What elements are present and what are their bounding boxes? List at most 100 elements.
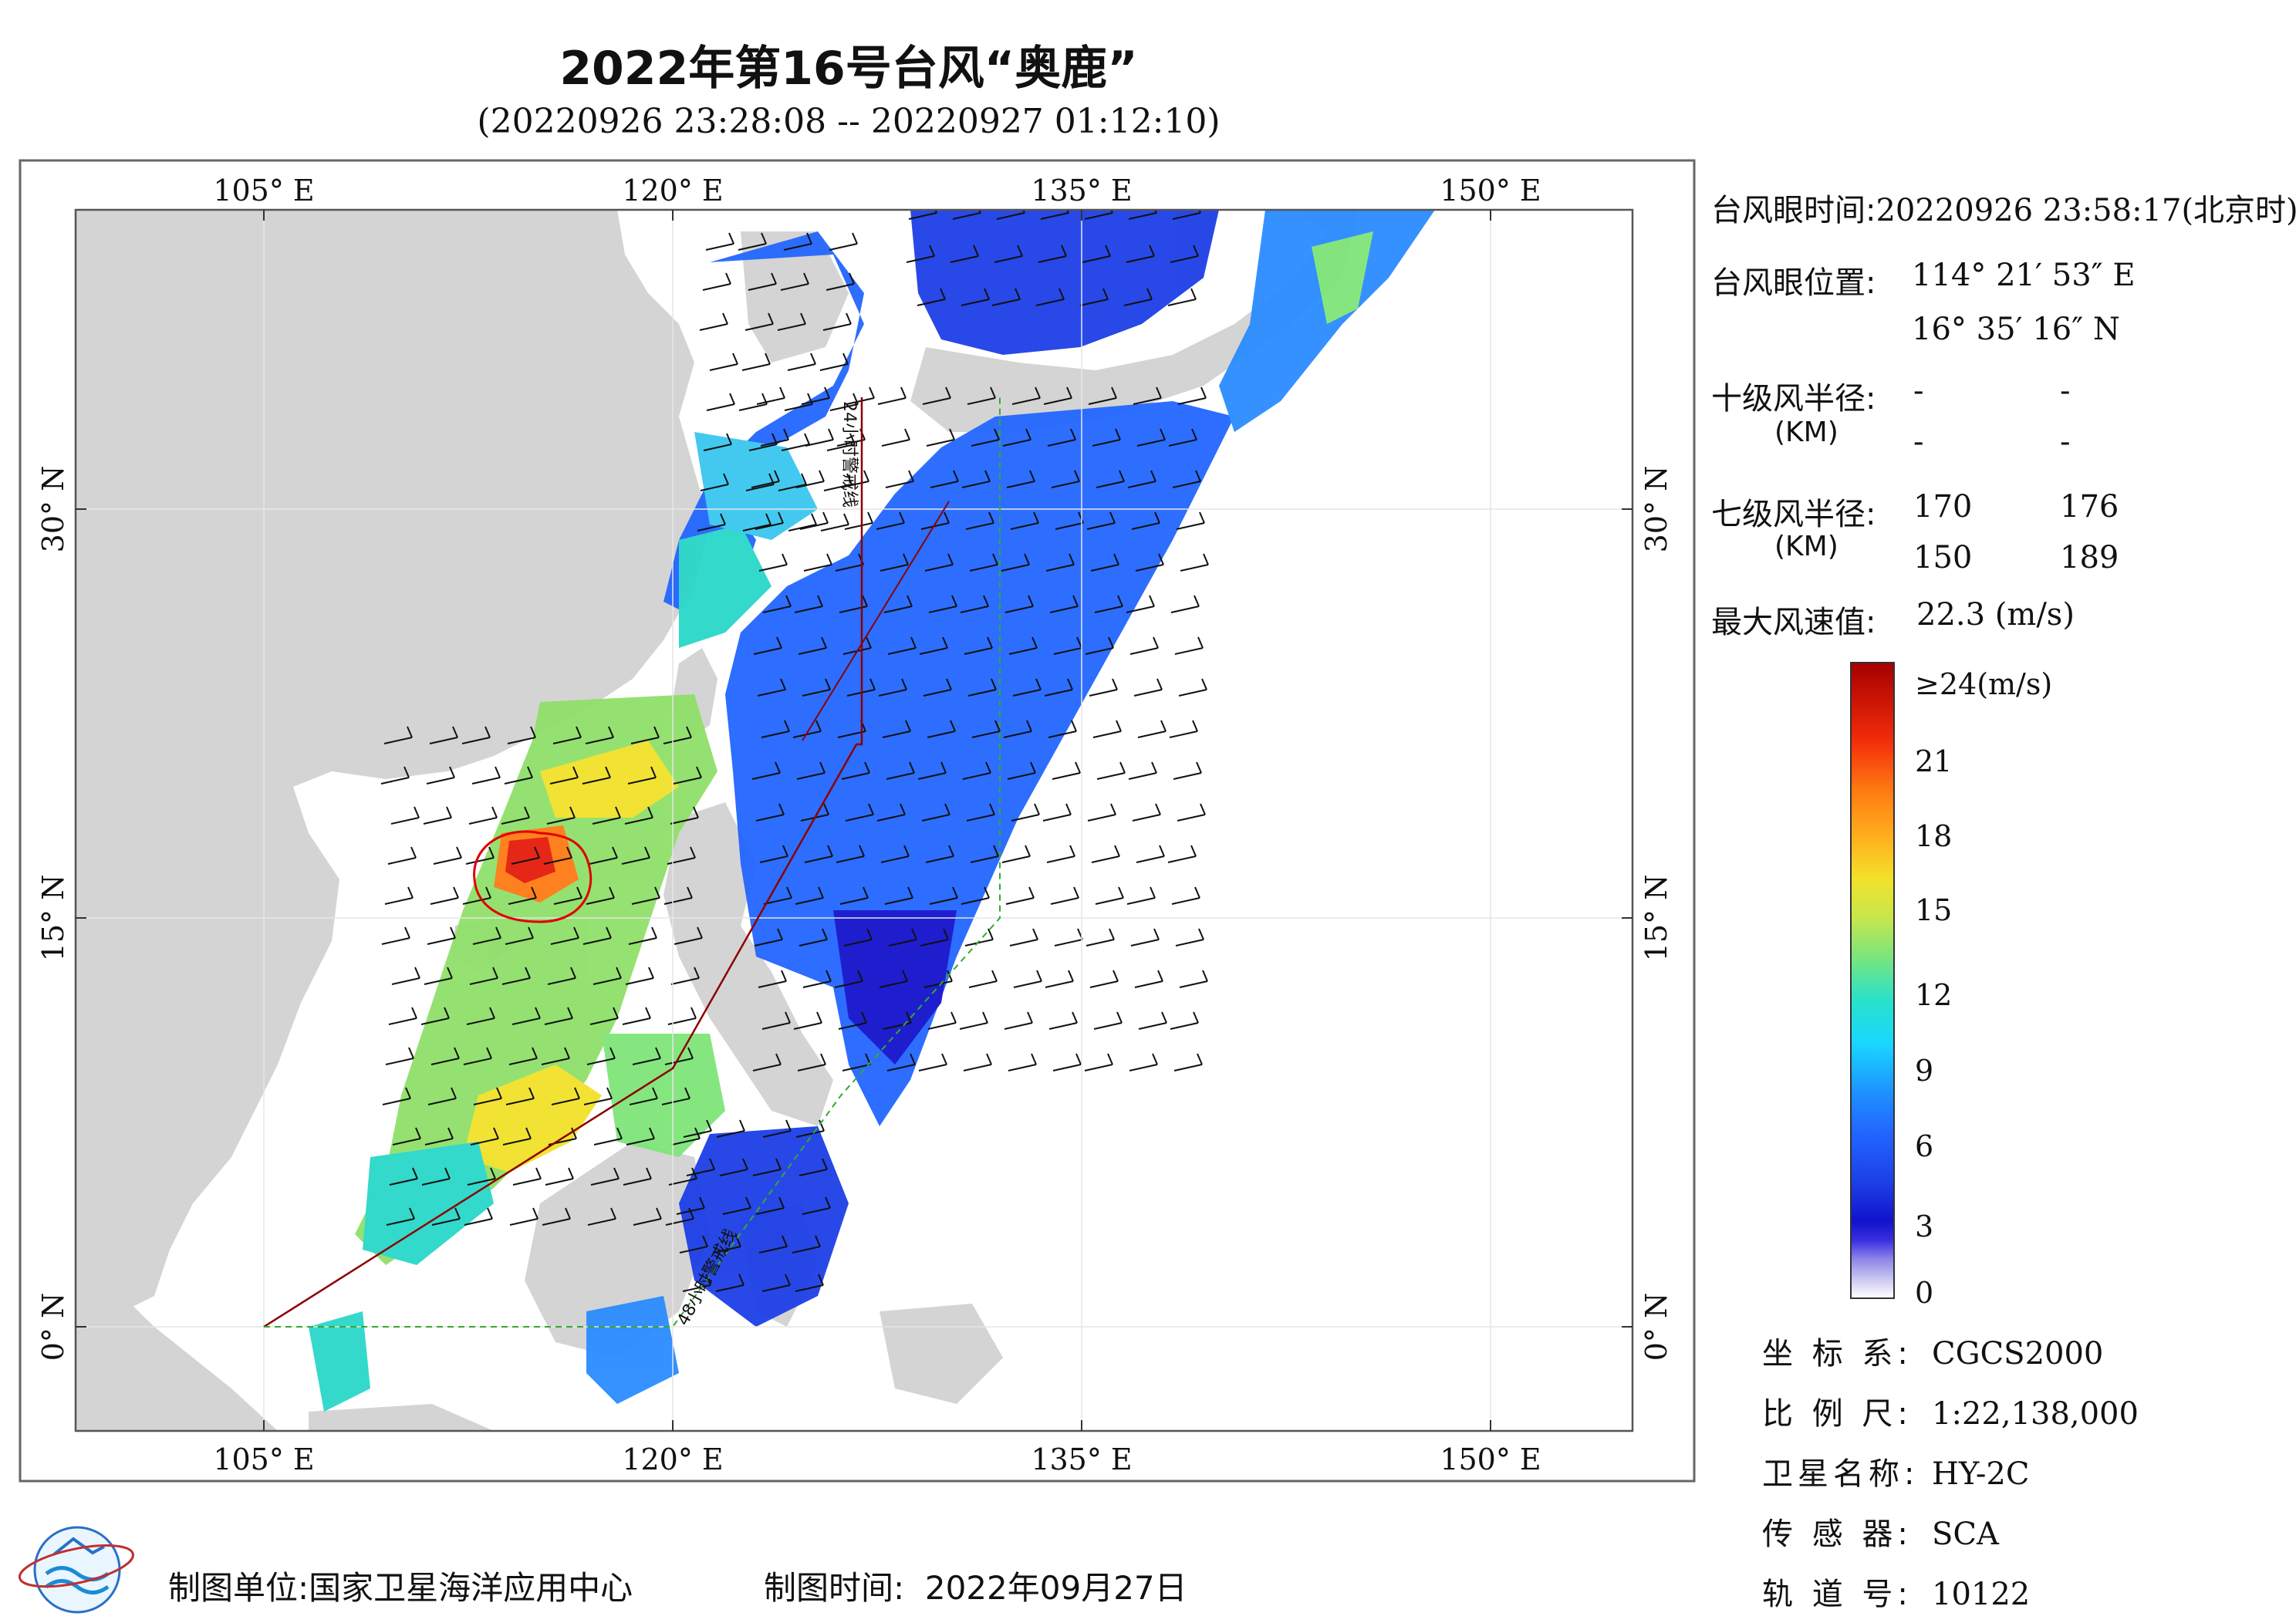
wind-barb — [386, 1218, 415, 1226]
wind-barb — [1169, 731, 1198, 738]
wind-barb — [1086, 939, 1115, 946]
wind-barb-flag — [1118, 886, 1124, 899]
wind-barb-flag — [946, 678, 952, 690]
colorbar-tick-18: 18 — [1915, 819, 1953, 853]
wind-barb-flag — [818, 1274, 824, 1286]
wind-barb-flag — [900, 803, 906, 815]
wind-barb-flag — [768, 473, 775, 485]
wind-barb-flag — [444, 1007, 450, 1019]
wind-barb-flag — [1024, 553, 1030, 565]
r7-value-nw: 189 — [2060, 540, 2119, 575]
wind-barb-flag — [574, 1087, 580, 1099]
wind-barb-flag — [495, 766, 501, 778]
satellite-row: 卫星名称: HY-2C — [1762, 1449, 2029, 1493]
wind-barb — [846, 397, 875, 405]
wind-barb-flag — [1112, 678, 1118, 690]
wind-barb — [1167, 299, 1197, 306]
wind-barb — [760, 439, 789, 447]
wind-barb — [924, 564, 954, 572]
wind-barb — [1170, 606, 1200, 613]
wind-barb-flag — [1035, 678, 1042, 690]
wind-barb — [745, 484, 775, 491]
wind-barb-flag — [693, 806, 699, 818]
wind-barb — [927, 731, 956, 738]
wind-barb-flag — [994, 428, 1000, 440]
wind-barb-flag — [688, 1207, 694, 1220]
wind-barb — [927, 1022, 957, 1030]
wind-barb — [1006, 481, 1035, 488]
wind-barb — [1092, 731, 1122, 738]
wind-barb — [627, 777, 657, 785]
colorbar-tick-12: 12 — [1915, 978, 1953, 1012]
wind-barb — [430, 1058, 460, 1065]
wind-barb-flag — [765, 513, 772, 525]
wind-barb — [1174, 647, 1204, 655]
r10-value-sw: - — [1913, 424, 1924, 460]
wind-barb — [752, 1064, 782, 1071]
wind-barb-flag — [775, 761, 781, 774]
wind-barb — [991, 299, 1021, 306]
wind-barb — [795, 1284, 824, 1292]
wind-barb-flag — [782, 553, 788, 565]
wind-barb-flag — [1111, 386, 1117, 399]
wind-barb — [1173, 1064, 1203, 1071]
scale-row: 比 例 尺: 1:22,138,000 — [1762, 1388, 2139, 1433]
wind-barb-flag — [566, 846, 572, 859]
wind-barb — [543, 857, 572, 865]
wind-barb — [382, 1098, 411, 1105]
wind-barb-flag — [1066, 386, 1072, 399]
wind-barb — [878, 689, 907, 697]
wind-barb-flag — [1025, 428, 1032, 440]
wind-barb-flag — [1029, 470, 1035, 482]
wind-barb-flag — [949, 428, 955, 440]
wind-barb-flag — [576, 726, 582, 738]
wind-barb — [836, 439, 866, 447]
wind-barb-flag — [1198, 210, 1201, 214]
new-guinea — [880, 1304, 1003, 1404]
wind-barb — [755, 522, 784, 530]
wind-barb-flag — [1078, 511, 1084, 524]
map-title: 2022年第16号台风“奥鹿” — [559, 42, 1138, 96]
warning-24h-label: 24小时警戒线 — [839, 401, 859, 508]
wind-barb — [880, 855, 910, 863]
wind-barb-flag — [859, 845, 865, 857]
wind-barb-flag — [1074, 470, 1080, 482]
wind-barb-flag — [650, 766, 657, 778]
wind-barb-flag — [531, 886, 537, 899]
wind-barb — [994, 255, 1023, 263]
wind-barb — [423, 817, 452, 825]
wind-barb — [1123, 299, 1153, 306]
lon-bottom-120: 120° E — [622, 1442, 723, 1476]
wind-barb-flag — [1110, 210, 1113, 214]
wind-barb-flag — [573, 926, 579, 939]
wind-barb — [1002, 439, 1032, 447]
wind-barb-flag — [694, 967, 700, 979]
wind-barb — [546, 817, 576, 825]
wind-barb — [1136, 439, 1166, 447]
wind-barb — [917, 299, 946, 306]
wind-barb — [967, 689, 997, 697]
wind-barb — [676, 1207, 705, 1215]
wind-barb-flag — [1153, 636, 1159, 649]
lat-left-30: 30° N — [36, 466, 70, 553]
wind-barb-flag — [408, 1047, 414, 1059]
wind-barb-flag — [487, 1207, 493, 1220]
wind-barb — [1137, 731, 1167, 738]
wind-barb-flag — [486, 1047, 492, 1059]
wind-barb — [1053, 647, 1082, 655]
wind-barb-flag — [444, 1167, 451, 1179]
wind-barb-flag — [771, 272, 777, 285]
wind-barb-flag — [910, 636, 917, 649]
wind-barb — [621, 857, 650, 865]
wind-barb-flag — [934, 210, 937, 214]
wind-barb-flag — [656, 1207, 662, 1220]
wind-barb-flag — [1109, 928, 1115, 940]
wind-barb — [826, 283, 855, 291]
wind-barb — [472, 937, 501, 945]
wind-barb — [758, 1246, 788, 1254]
wind-barb-flag — [863, 470, 869, 482]
wind-barb-flag — [1197, 636, 1204, 649]
wind-barb-flag — [609, 886, 615, 899]
wind-barb — [884, 897, 913, 905]
wind-barb-flag — [942, 636, 948, 649]
